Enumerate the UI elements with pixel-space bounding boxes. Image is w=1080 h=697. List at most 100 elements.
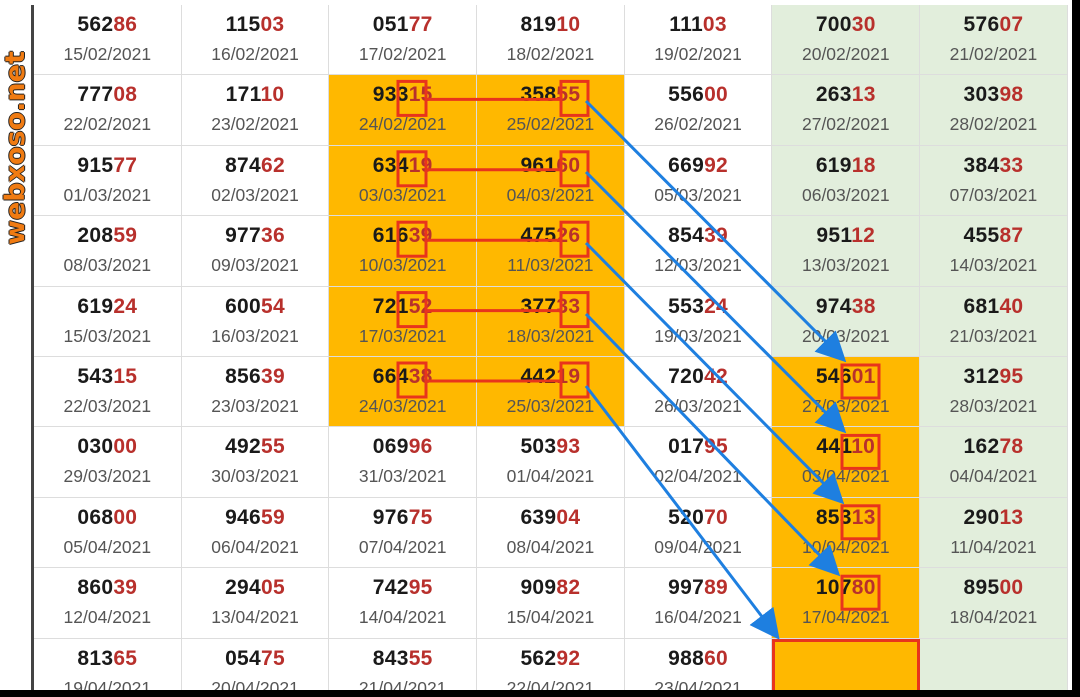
number-tail: 59	[113, 224, 138, 248]
result-number: 81365	[34, 639, 181, 671]
result-date: 02/03/2021	[211, 184, 299, 205]
result-date: 09/03/2021	[211, 255, 299, 276]
number-head: 616	[372, 224, 409, 248]
result-number: 44110	[772, 427, 919, 459]
result-number: 37733	[477, 287, 624, 319]
result-date: 20/02/2021	[801, 44, 890, 64]
result-date: 27/03/2021	[801, 395, 890, 416]
result-number: 85639	[182, 357, 329, 389]
number-tail: 40	[999, 294, 1024, 318]
result-number: 05177	[329, 5, 476, 37]
result-number: 17110	[182, 75, 329, 107]
result-date: 28/02/2021	[949, 114, 1038, 135]
watermark-logo: webxoso.net	[0, 51, 31, 245]
result-number: 20859	[34, 216, 181, 248]
result-cell: 57607 21/02/2021	[920, 5, 1068, 76]
number-tail: 00	[113, 505, 138, 529]
result-date: 18/02/2021	[506, 44, 595, 64]
number-head: 742	[372, 576, 409, 600]
number-head: 669	[668, 153, 705, 177]
result-number: 68140	[920, 287, 1067, 319]
result-number: 86039	[34, 568, 181, 600]
result-number: 03000	[34, 427, 181, 459]
result-number: 05475	[182, 639, 329, 671]
result-cell: 06800 05/04/2021	[34, 497, 182, 569]
result-cell: 97675 07/04/2021	[329, 497, 478, 569]
number-head: 556	[668, 83, 705, 107]
result-number: 50393	[477, 427, 624, 459]
number-tail: 78	[999, 435, 1024, 459]
number-head: 843	[372, 646, 409, 670]
number-head: 520	[668, 505, 705, 529]
result-date: 08/03/2021	[63, 255, 152, 276]
result-date: 01/04/2021	[506, 466, 595, 487]
table-row: 54315 22/03/2021 85639 23/03/2021 66438 24/03…	[34, 356, 1068, 428]
result-cell	[920, 638, 1068, 690]
number-head: 720	[668, 364, 705, 388]
result-number: 56286	[34, 5, 181, 37]
number-head: 946	[225, 505, 262, 529]
result-cell: 44219 25/03/2021	[477, 356, 625, 428]
result-cell: 93315 24/02/2021	[329, 75, 478, 146]
number-head: 977	[225, 224, 262, 248]
result-cell: 35855 25/02/2021	[477, 75, 625, 146]
number-head: 377	[520, 294, 557, 318]
result-date: 24/03/2021	[358, 395, 447, 416]
number-head: 856	[225, 364, 262, 388]
result-date: 11/04/2021	[950, 536, 1037, 557]
result-number: 85313	[772, 498, 919, 530]
result-cell: 50393 01/04/2021	[477, 427, 625, 498]
result-number: 61918	[772, 146, 919, 178]
number-head: 054	[225, 646, 262, 670]
result-cell: 56286 15/02/2021	[34, 5, 182, 76]
result-cell: 38433 07/03/2021	[920, 145, 1068, 217]
result-date: 07/03/2021	[949, 184, 1038, 205]
result-number: 60054	[182, 287, 329, 319]
number-tail: 55	[556, 83, 581, 107]
result-number: 74295	[329, 568, 476, 600]
number-tail: 95	[704, 435, 729, 459]
number-head: 051	[372, 13, 409, 36]
result-date: 27/02/2021	[801, 114, 890, 135]
result-cell: 99789 16/04/2021	[624, 568, 773, 639]
result-date: 10/04/2021	[801, 536, 890, 557]
number-tail: 92	[704, 153, 729, 177]
result-cell: 55600 26/02/2021	[624, 75, 773, 146]
result-number: 72042	[625, 357, 772, 389]
result-date: 12/03/2021	[654, 255, 742, 276]
result-cell: 72152 17/03/2021	[329, 286, 478, 357]
result-cell: 49255 30/03/2021	[181, 427, 330, 498]
result-cell: 45587 14/03/2021	[920, 216, 1068, 287]
number-tail: 96	[408, 435, 433, 459]
result-date: 15/04/2021	[506, 607, 595, 628]
number-head: 976	[372, 505, 409, 529]
number-tail: 13	[851, 505, 876, 529]
number-tail: 33	[999, 153, 1024, 177]
number-head: 068	[77, 505, 114, 529]
result-number: 94659	[182, 498, 329, 530]
number-head: 681	[963, 294, 1000, 318]
number-tail: 38	[851, 294, 876, 318]
result-date: 15/03/2021	[63, 325, 152, 346]
result-cell: 87462 02/03/2021	[181, 145, 330, 217]
result-date: 05/03/2021	[654, 184, 742, 205]
number-tail: 55	[261, 435, 285, 459]
result-cell: 54601 27/03/2021	[772, 356, 921, 428]
result-date: 25/03/2021	[506, 395, 595, 416]
number-head: 475	[520, 224, 557, 248]
number-tail: 52	[408, 294, 433, 318]
number-head: 721	[372, 294, 409, 318]
result-date: 22/04/2021	[506, 677, 595, 690]
table-row: 56286 15/02/2021 11503 16/02/2021 05177 17/02…	[34, 5, 1068, 76]
number-tail: 13	[851, 83, 876, 107]
number-head: 819	[520, 13, 557, 36]
result-cell: 98860 23/04/2021	[624, 638, 773, 690]
result-cell: 95112 13/03/2021	[772, 216, 921, 287]
result-number: 06800	[34, 498, 181, 530]
number-tail: 59	[261, 505, 285, 529]
number-head: 619	[815, 153, 852, 177]
result-number: 06996	[329, 427, 476, 459]
result-cell: 63419 03/03/2021	[329, 145, 478, 217]
number-head: 639	[520, 505, 557, 529]
number-head: 455	[963, 224, 1000, 248]
